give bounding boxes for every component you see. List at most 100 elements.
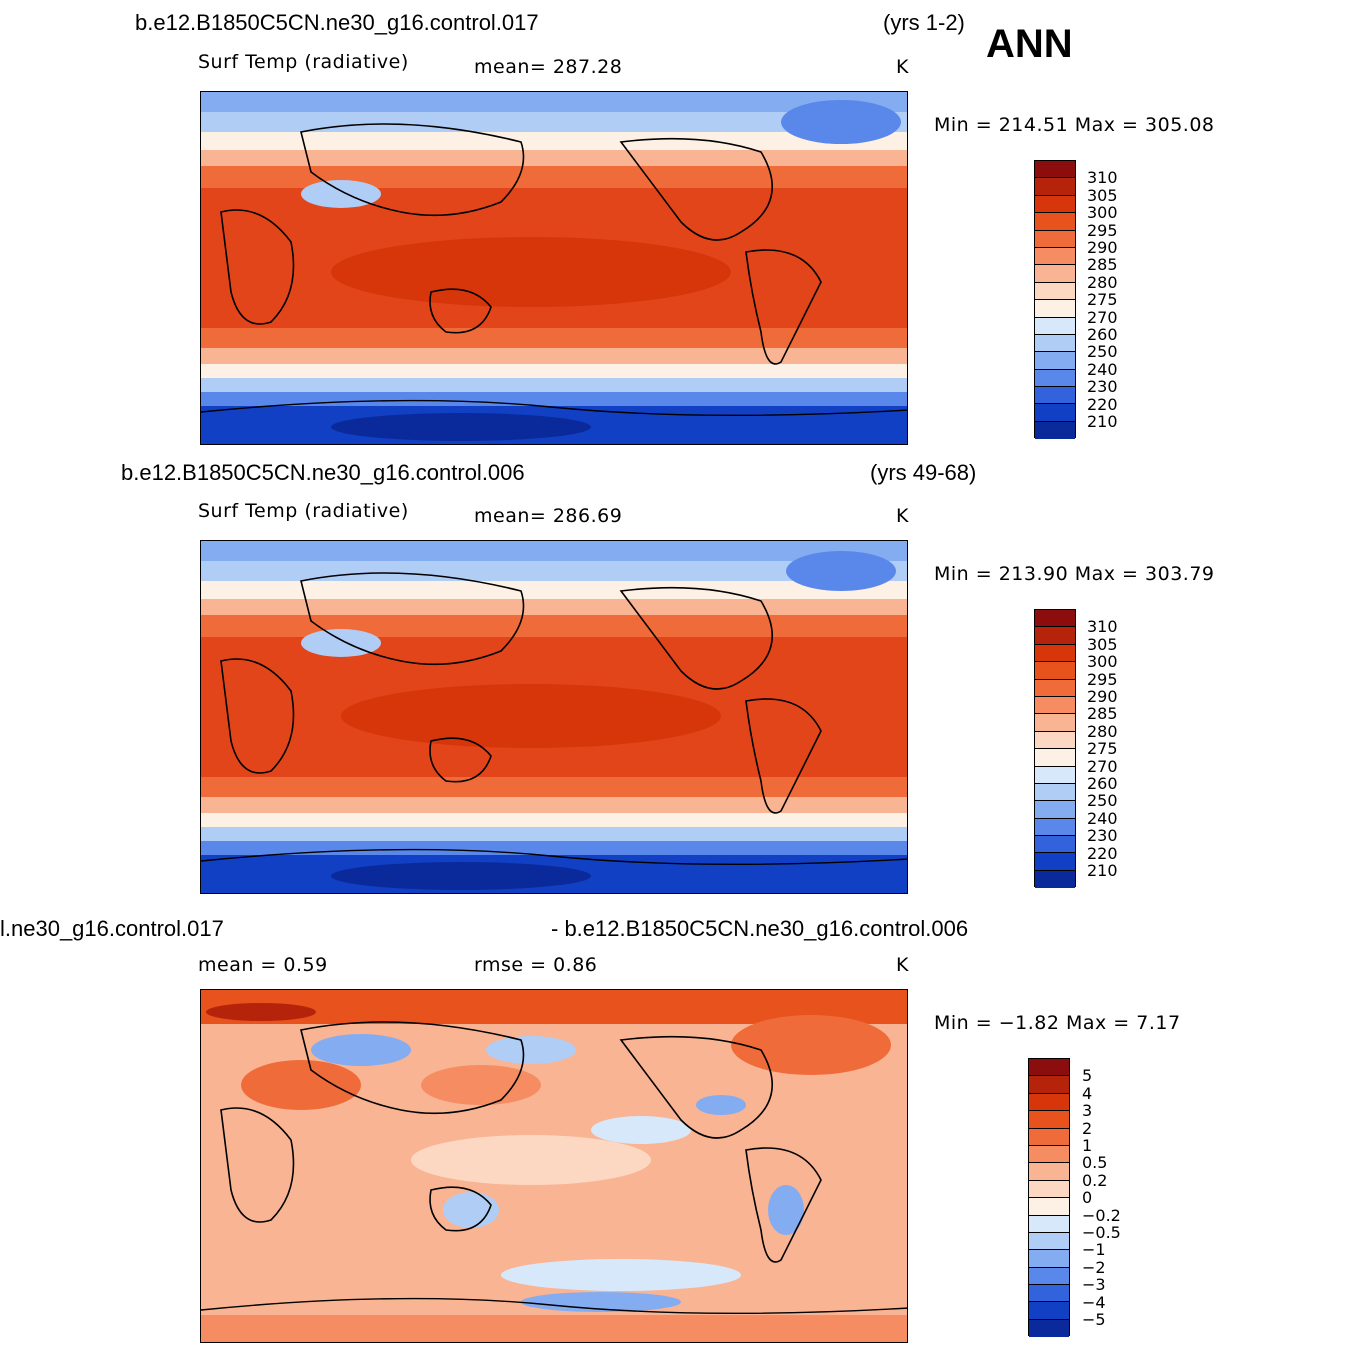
colorbar-tick-label: 260	[1087, 774, 1118, 793]
colorbar-tick-label: 240	[1087, 808, 1118, 828]
panel2-minmax: Min = 213.90 Max = 303.79	[934, 563, 1215, 585]
colorbar-swatch	[1035, 627, 1075, 645]
colorbar-tick-label: 0	[1082, 1188, 1093, 1208]
colorbar-swatch	[1029, 1163, 1069, 1181]
colorbar-swatch	[1035, 801, 1075, 819]
colorbar-tick-label: 1	[1082, 1136, 1093, 1155]
colorbar-swatch	[1029, 1232, 1069, 1251]
colorbar-swatch	[1035, 766, 1075, 784]
panel2-case-title: b.e12.B1850C5CN.ne30_g16.control.006	[121, 460, 525, 485]
colorbar-swatch	[1029, 1180, 1069, 1199]
colorbar-swatch	[1035, 230, 1075, 248]
colorbar-swatch	[1035, 731, 1075, 750]
colorbar-swatch	[1029, 1076, 1069, 1094]
colorbar-tick-label: 270	[1087, 307, 1118, 327]
panel3-minmax: Min = −1.82 Max = 7.17	[934, 1012, 1181, 1034]
colorbar-swatch	[1035, 714, 1075, 732]
colorbar-tick-label: 290	[1087, 687, 1118, 706]
panel3-case2-title: - b.e12.B1850C5CN.ne30_g16.control.006	[551, 916, 969, 941]
colorbar-swatch	[1029, 1059, 1069, 1077]
colorbar-tick-label: 230	[1087, 826, 1118, 846]
colorbar-swatch	[1035, 317, 1075, 335]
colorbar-swatch	[1035, 610, 1075, 628]
colorbar-tick-label: 285	[1087, 704, 1118, 724]
colorbar-swatch	[1029, 1267, 1069, 1286]
colorbar-tick-label: 210	[1087, 861, 1118, 880]
colorbar-swatch	[1035, 662, 1075, 680]
panel3-map	[200, 989, 908, 1343]
colorbar-swatch	[1035, 749, 1075, 767]
colorbar-tick-label: 275	[1087, 290, 1118, 310]
colorbar-swatch	[1035, 300, 1075, 318]
colorbar-swatch	[1029, 1215, 1069, 1233]
panel1-minmax: Min = 214.51 Max = 305.08	[934, 114, 1215, 136]
colorbar-tick-label: 5	[1082, 1066, 1093, 1086]
colorbar-tick-label: 250	[1087, 791, 1118, 811]
colorbar-swatch	[1035, 265, 1075, 283]
colorbar-tick-label: −0.5	[1082, 1223, 1121, 1242]
colorbar-swatch	[1035, 247, 1075, 266]
panel1-colorbar	[1034, 160, 1076, 440]
colorbar-tick-label: 270	[1087, 756, 1118, 776]
colorbar-tick-label: 305	[1087, 185, 1118, 205]
colorbar-tick-label: 2	[1082, 1118, 1093, 1138]
panel2-mean: mean= 286.69	[474, 505, 623, 527]
panel1-variable: Surf Temp (radiative)	[198, 51, 409, 73]
colorbar-tick-label: −4	[1082, 1292, 1106, 1312]
colorbar-swatch	[1029, 1111, 1069, 1129]
colorbar-swatch	[1035, 352, 1075, 370]
panel1-mean: mean= 287.28	[474, 56, 623, 78]
colorbar-tick-label: 220	[1087, 394, 1118, 414]
panel3-colorbar	[1028, 1058, 1070, 1338]
colorbar-swatch	[1035, 369, 1075, 388]
colorbar-tick-label: 4	[1082, 1083, 1093, 1103]
colorbar-tick-label: −2	[1082, 1257, 1106, 1277]
colorbar-tick-label: 300	[1087, 203, 1118, 223]
colorbar-swatch	[1035, 818, 1075, 837]
colorbar-tick-label: 0.2	[1082, 1170, 1108, 1190]
colorbar-swatch	[1029, 1250, 1069, 1268]
colorbar-swatch	[1035, 644, 1075, 663]
panel3-rmse: rmse = 0.86	[474, 954, 598, 976]
colorbar-tick-label: 300	[1087, 652, 1118, 672]
colorbar-swatch	[1035, 404, 1075, 422]
colorbar-tick-label: 230	[1087, 377, 1118, 397]
colorbar-swatch	[1029, 1198, 1069, 1216]
colorbar-swatch	[1035, 161, 1075, 179]
colorbar-swatch	[1029, 1302, 1069, 1320]
colorbar-swatch	[1029, 1093, 1069, 1112]
panel1-years: (yrs 1-2)	[883, 10, 965, 35]
panel3-units: K	[896, 954, 909, 976]
colorbar-tick-label: 280	[1087, 721, 1118, 741]
colorbar-swatch	[1035, 213, 1075, 231]
colorbar-tick-label: 305	[1087, 634, 1118, 654]
panel3-case-title: l.ne30_g16.control.017	[0, 916, 224, 941]
colorbar-swatch	[1035, 853, 1075, 871]
colorbar-tick-label: 295	[1087, 669, 1118, 689]
panel1-case-title: b.e12.B1850C5CN.ne30_g16.control.017	[135, 10, 539, 35]
colorbar-tick-label: 210	[1087, 412, 1118, 431]
colorbar-tick-label: 280	[1087, 272, 1118, 292]
colorbar-tick-label: 290	[1087, 238, 1118, 257]
colorbar-swatch	[1035, 870, 1075, 889]
colorbar-tick-label: −5	[1082, 1310, 1106, 1329]
panel1-map	[200, 91, 908, 445]
panel2-map	[200, 540, 908, 894]
colorbar-swatch	[1029, 1128, 1069, 1146]
panel2-units: K	[896, 505, 909, 527]
colorbar-tick-label: 275	[1087, 739, 1118, 759]
panel2-colorbar	[1034, 609, 1076, 889]
colorbar-tick-label: 310	[1087, 168, 1118, 188]
colorbar-tick-label: 310	[1087, 617, 1118, 637]
colorbar-swatch	[1029, 1285, 1069, 1303]
colorbar-swatch	[1035, 178, 1075, 196]
colorbar-swatch	[1035, 387, 1075, 405]
colorbar-tick-label: 240	[1087, 359, 1118, 379]
colorbar-tick-label: −3	[1082, 1275, 1106, 1295]
season-label: ANN	[986, 22, 1073, 66]
colorbar-swatch	[1035, 836, 1075, 854]
colorbar-swatch	[1029, 1145, 1069, 1164]
colorbar-tick-label: 250	[1087, 342, 1118, 362]
colorbar-swatch	[1035, 195, 1075, 214]
panel2-variable: Surf Temp (radiative)	[198, 500, 409, 522]
